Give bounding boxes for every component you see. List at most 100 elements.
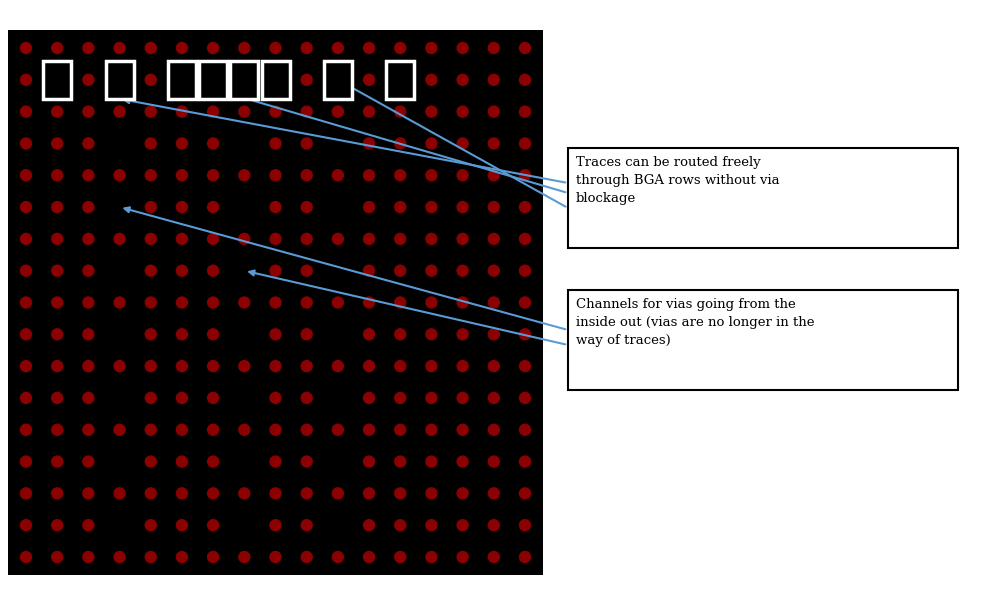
Circle shape — [52, 361, 62, 371]
Bar — [324, 61, 352, 99]
Circle shape — [176, 138, 187, 149]
Circle shape — [114, 297, 125, 308]
Circle shape — [519, 424, 530, 435]
Circle shape — [52, 42, 62, 54]
Circle shape — [83, 329, 94, 340]
Circle shape — [489, 42, 499, 54]
Circle shape — [519, 106, 530, 117]
Circle shape — [208, 170, 219, 181]
Circle shape — [52, 106, 62, 117]
Circle shape — [519, 297, 530, 308]
Circle shape — [21, 265, 32, 276]
Circle shape — [21, 297, 32, 308]
Circle shape — [146, 42, 157, 54]
Circle shape — [146, 265, 157, 276]
Circle shape — [208, 393, 219, 403]
Circle shape — [394, 202, 405, 213]
Circle shape — [394, 170, 405, 181]
Circle shape — [301, 456, 312, 467]
Circle shape — [301, 74, 312, 85]
Circle shape — [21, 329, 32, 340]
Circle shape — [83, 297, 94, 308]
Circle shape — [270, 265, 281, 276]
Circle shape — [394, 393, 405, 403]
Circle shape — [519, 170, 530, 181]
Circle shape — [519, 265, 530, 276]
Circle shape — [394, 424, 405, 435]
Circle shape — [364, 551, 375, 562]
Circle shape — [394, 138, 405, 149]
Circle shape — [146, 74, 157, 85]
Circle shape — [239, 106, 250, 117]
Circle shape — [394, 265, 405, 276]
Circle shape — [52, 202, 62, 213]
Circle shape — [489, 170, 499, 181]
Circle shape — [457, 424, 468, 435]
Circle shape — [270, 297, 281, 308]
Circle shape — [332, 233, 343, 245]
Circle shape — [176, 519, 187, 531]
Circle shape — [270, 456, 281, 467]
Circle shape — [364, 297, 375, 308]
Circle shape — [114, 424, 125, 435]
Circle shape — [239, 233, 250, 245]
Circle shape — [176, 106, 187, 117]
Circle shape — [114, 233, 125, 245]
Circle shape — [239, 361, 250, 371]
Bar — [568, 290, 958, 390]
Circle shape — [21, 74, 32, 85]
Circle shape — [83, 456, 94, 467]
Circle shape — [239, 42, 250, 54]
Circle shape — [332, 297, 343, 308]
Circle shape — [21, 488, 32, 499]
Circle shape — [332, 170, 343, 181]
Circle shape — [83, 551, 94, 562]
Circle shape — [457, 361, 468, 371]
Circle shape — [239, 488, 250, 499]
Circle shape — [83, 361, 94, 371]
Circle shape — [208, 488, 219, 499]
Circle shape — [176, 551, 187, 562]
Circle shape — [301, 519, 312, 531]
Circle shape — [519, 519, 530, 531]
Circle shape — [176, 42, 187, 54]
Circle shape — [270, 233, 281, 245]
Circle shape — [83, 519, 94, 531]
Circle shape — [146, 424, 157, 435]
Circle shape — [426, 42, 437, 54]
Circle shape — [208, 138, 219, 149]
Circle shape — [457, 202, 468, 213]
Circle shape — [489, 297, 499, 308]
Circle shape — [52, 551, 62, 562]
Circle shape — [146, 456, 157, 467]
Circle shape — [239, 297, 250, 308]
Circle shape — [489, 202, 499, 213]
Circle shape — [146, 551, 157, 562]
Circle shape — [301, 170, 312, 181]
Circle shape — [208, 551, 219, 562]
Circle shape — [146, 170, 157, 181]
Circle shape — [208, 106, 219, 117]
Circle shape — [489, 329, 499, 340]
Circle shape — [457, 138, 468, 149]
Bar — [167, 61, 196, 99]
Circle shape — [301, 297, 312, 308]
Circle shape — [83, 233, 94, 245]
Circle shape — [519, 42, 530, 54]
Circle shape — [489, 265, 499, 276]
Circle shape — [301, 361, 312, 371]
Circle shape — [457, 456, 468, 467]
Circle shape — [364, 138, 375, 149]
Circle shape — [301, 393, 312, 403]
Circle shape — [489, 424, 499, 435]
Circle shape — [457, 265, 468, 276]
Circle shape — [489, 138, 499, 149]
Text: Channels for vias going from the
inside out (vias are no longer in the
way of tr: Channels for vias going from the inside … — [576, 298, 815, 347]
Circle shape — [52, 170, 62, 181]
Circle shape — [364, 456, 375, 467]
Circle shape — [114, 170, 125, 181]
Circle shape — [394, 329, 405, 340]
Circle shape — [457, 233, 468, 245]
Circle shape — [270, 488, 281, 499]
Circle shape — [489, 519, 499, 531]
